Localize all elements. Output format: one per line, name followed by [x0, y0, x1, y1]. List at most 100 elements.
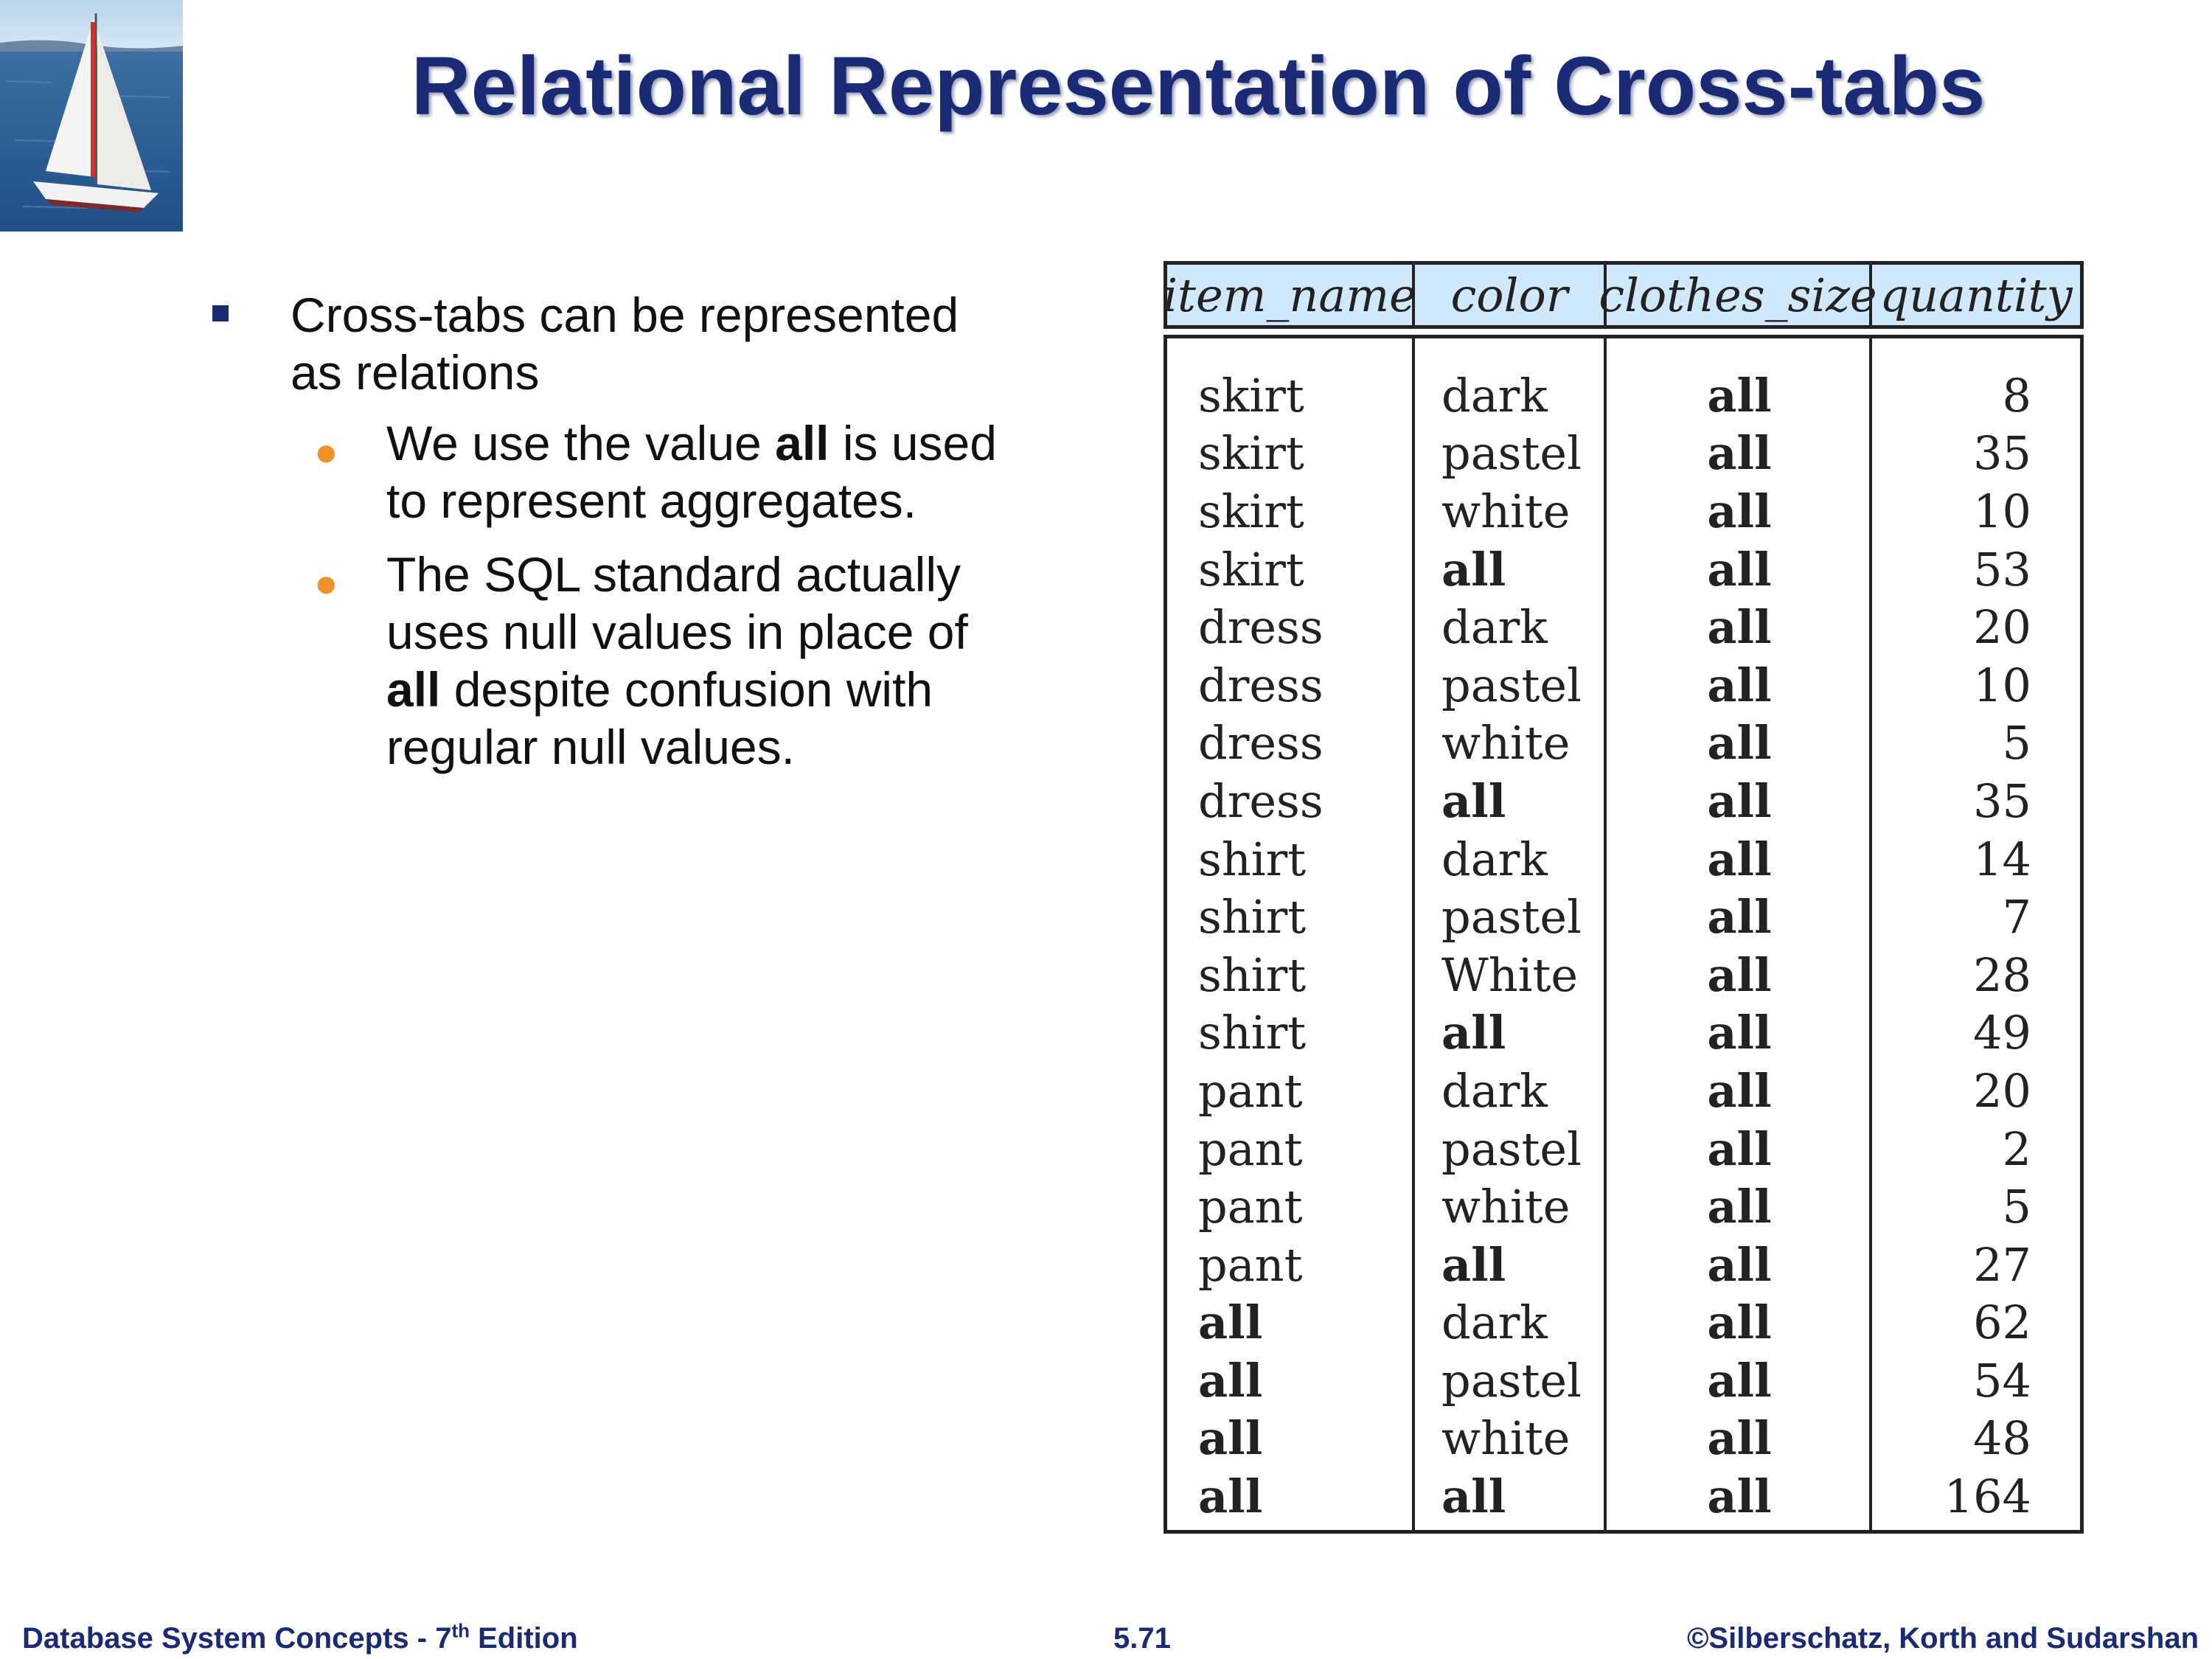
bullet-list: Cross-tabs can be represented as relatio…	[205, 286, 1090, 776]
table-cell-quantity: 10	[1973, 484, 2031, 538]
table-row: all all all 164	[1167, 1467, 2080, 1526]
table-cell-item-name: skirt	[1198, 484, 1304, 538]
table-cell-quantity: 10	[1973, 658, 2031, 712]
table-cell-item-name: shirt	[1198, 890, 1307, 945]
table-cell-color: pastel	[1441, 658, 1582, 712]
table-cell-color: pastel	[1441, 890, 1582, 945]
table-row: skirt white all 10	[1167, 482, 2080, 540]
table-row: dress white all 5	[1167, 714, 2080, 773]
bullet-line: uses null values in place of	[386, 605, 968, 659]
bold-keyword: all	[386, 662, 441, 717]
table-row: skirt all all 53	[1167, 540, 2080, 599]
table-cell-quantity: 49	[1973, 1006, 2031, 1060]
table-cell-clothes-size: all	[1707, 890, 1772, 945]
slide-footer: Database System Concepts - 7th Edition 5…	[0, 1619, 2212, 1655]
table-cell-quantity: 20	[1973, 600, 2031, 655]
table-cell-clothes-size: all	[1707, 426, 1772, 481]
table-cell-item-name: skirt	[1198, 426, 1304, 481]
sailboat-logo-icon	[0, 0, 183, 232]
bullet-line: regular null values.	[386, 720, 795, 774]
sub-bullet-sql-standard: ● The SQL standard actually uses null va…	[205, 546, 1090, 776]
table-cell-color: White	[1441, 947, 1579, 1002]
table-cell-color: white	[1441, 716, 1571, 771]
relation-table: item_name color clothes_size quantity sk…	[1163, 261, 2084, 1534]
table-row: skirt dark all 8	[1167, 366, 2080, 425]
slide-title: Relational Representation of Cross-tabs	[411, 40, 1986, 132]
column-divider	[1869, 338, 1872, 1530]
table-row: pant white all 5	[1167, 1178, 2080, 1236]
table-cell-item-name: dress	[1198, 600, 1324, 655]
column-header-clothes-size: clothes_size	[1599, 265, 1877, 325]
table-row: pant pastel all 2	[1167, 1120, 2080, 1178]
table-cell-color: all	[1441, 542, 1506, 597]
bullet-line: The SQL standard actually	[386, 547, 961, 602]
table-row: all white all 48	[1167, 1410, 2080, 1468]
table-cell-item-name: all	[1198, 1470, 1263, 1524]
column-divider	[1604, 338, 1607, 1530]
table-cell-item-name: all	[1198, 1411, 1263, 1466]
table-cell-color: all	[1441, 773, 1506, 828]
table-cell-color: white	[1441, 484, 1571, 538]
table-cell-clothes-size: all	[1707, 600, 1772, 655]
footer-book-title: Database System Concepts - 7th Edition	[22, 1619, 578, 1655]
square-bullet-icon	[212, 305, 229, 321]
table-cell-item-name: skirt	[1198, 368, 1304, 422]
bullet-line: Cross-tabs can be represented	[291, 288, 959, 342]
table-cell-clothes-size: all	[1707, 542, 1772, 597]
table-cell-quantity: 54	[1973, 1353, 2031, 1408]
table-cell-color: all	[1441, 1237, 1506, 1292]
table-cell-quantity: 53	[1973, 542, 2031, 597]
table-cell-quantity: 164	[1944, 1470, 2031, 1524]
table-cell-quantity: 48	[1973, 1411, 2031, 1466]
round-bullet-icon: ●	[314, 561, 338, 605]
footer-copyright: ©Silberschatz, Korth and Sudarshan	[1686, 1622, 2199, 1655]
bullet-item-crosstabs: Cross-tabs can be represented as relatio…	[205, 286, 1090, 401]
table-cell-item-name: shirt	[1198, 1006, 1307, 1060]
table-cell-item-name: pant	[1198, 1121, 1303, 1176]
table-cell-quantity: 8	[2002, 368, 2031, 422]
table-cell-clothes-size: all	[1707, 1063, 1772, 1118]
table-header: item_name color clothes_size quantity	[1163, 261, 2084, 329]
table-cell-item-name: all	[1198, 1353, 1263, 1408]
table-cell-clothes-size: all	[1707, 716, 1772, 771]
table-cell-clothes-size: all	[1707, 1121, 1772, 1176]
table-cell-item-name: dress	[1198, 773, 1324, 828]
table-cell-color: dark	[1441, 368, 1548, 422]
table-row: dress all all 35	[1167, 772, 2080, 830]
table-cell-item-name: shirt	[1198, 947, 1307, 1002]
table-cell-quantity: 28	[1973, 947, 2031, 1002]
table-cell-item-name: all	[1198, 1295, 1263, 1350]
table-row: pant dark all 20	[1167, 1062, 2080, 1120]
table-cell-quantity: 5	[2002, 716, 2031, 771]
table-row: shirt pastel all 7	[1167, 888, 2080, 946]
table-cell-color: all	[1441, 1006, 1506, 1060]
table-cell-clothes-size: all	[1707, 484, 1772, 538]
table-cell-item-name: skirt	[1198, 542, 1304, 597]
table-cell-quantity: 35	[1973, 426, 2031, 481]
table-cell-clothes-size: all	[1707, 658, 1772, 712]
table-cell-item-name: shirt	[1198, 832, 1307, 886]
table-cell-color: white	[1441, 1180, 1571, 1234]
table-rows: skirt dark all 8 skirt pastel all 35 skirt white a…	[1167, 366, 2080, 1526]
table-cell-item-name: pant	[1198, 1180, 1303, 1234]
table-cell-quantity: 20	[1973, 1063, 2031, 1118]
column-divider	[1412, 338, 1415, 1530]
table-cell-clothes-size: all	[1707, 832, 1772, 886]
table-row: shirt all all 49	[1167, 1004, 2080, 1062]
table-cell-quantity: 27	[1973, 1237, 2031, 1292]
table-cell-clothes-size: all	[1707, 1180, 1772, 1234]
table-row: pant all all 27	[1167, 1236, 2080, 1294]
table-row: skirt pastel all 35	[1167, 425, 2080, 483]
table-cell-item-name: pant	[1198, 1063, 1303, 1118]
table-row: all dark all 62	[1167, 1294, 2080, 1352]
table-cell-clothes-size: all	[1707, 368, 1772, 422]
table-cell-color: pastel	[1441, 426, 1582, 481]
column-header-quantity: quantity	[1879, 268, 2073, 322]
table-row: shirt dark all 14	[1167, 830, 2080, 888]
table-cell-clothes-size: all	[1707, 773, 1772, 828]
table-cell-item-name: pant	[1198, 1237, 1303, 1292]
table-cell-color: dark	[1441, 1295, 1548, 1350]
table-cell-clothes-size: all	[1707, 947, 1772, 1002]
table-cell-color: pastel	[1441, 1353, 1582, 1408]
round-bullet-icon: ●	[314, 430, 338, 474]
